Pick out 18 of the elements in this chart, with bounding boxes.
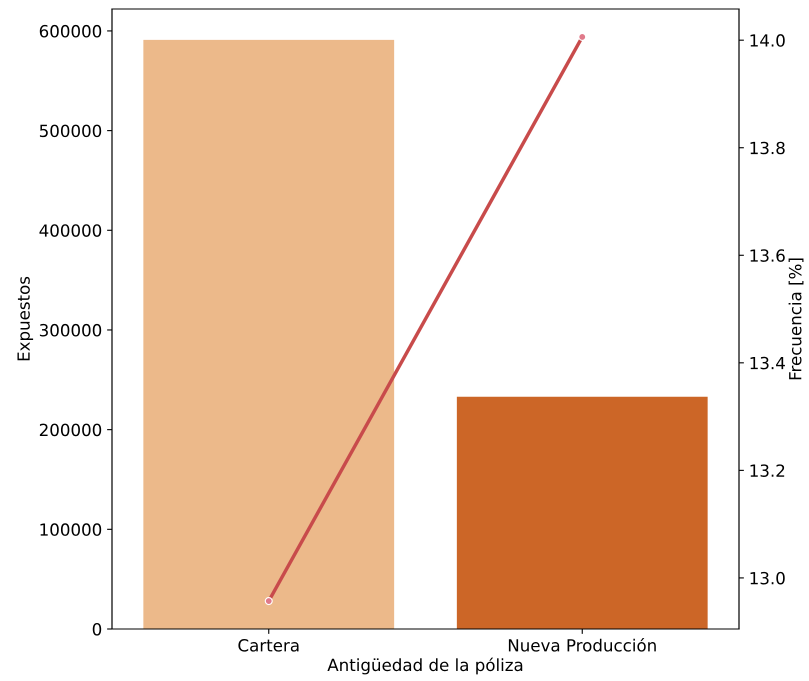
y-tick-label: 200000 bbox=[40, 424, 102, 436]
y2-tick-label: 14.0 bbox=[750, 34, 785, 47]
y-tick-label: 400000 bbox=[39, 224, 102, 237]
y2-tick-label: 13.0 bbox=[750, 572, 785, 584]
x-tick-label: Cartera bbox=[238, 639, 299, 652]
y-axis-title: Expuestos bbox=[17, 276, 34, 360]
y2-tick-label: 13.8 bbox=[750, 142, 785, 154]
x-axis-title: Antigüedad de la póliza bbox=[327, 658, 522, 674]
y-tick-label: 600000 bbox=[40, 24, 102, 38]
y-tick-label: 0 bbox=[92, 622, 102, 636]
y2-axis-title: Frecuencia [%] bbox=[788, 258, 804, 380]
y2-tick-label: 13.6 bbox=[750, 249, 785, 262]
y2-tick-label: 13.4 bbox=[750, 356, 785, 370]
y-tick-label: 300000 bbox=[40, 324, 102, 337]
y2-tick-label: 13.2 bbox=[750, 464, 784, 477]
y-tick-label: 500000 bbox=[40, 124, 102, 138]
x-tick-label: Nueva Producción bbox=[508, 638, 656, 652]
y-tick-label: 100000 bbox=[40, 523, 102, 536]
